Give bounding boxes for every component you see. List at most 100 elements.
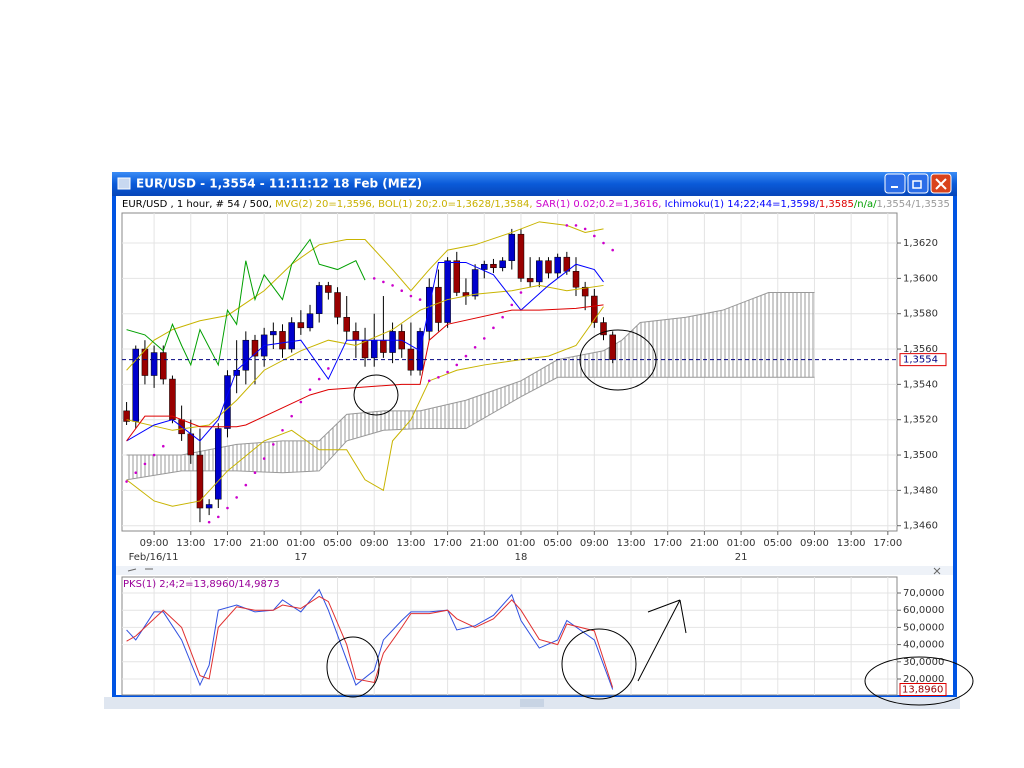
x-tick-label: 09:00	[800, 538, 829, 549]
date-label: 18	[515, 552, 528, 563]
x-tick-label: 17:00	[653, 538, 682, 549]
candle-body	[471, 269, 479, 297]
sar-dot	[418, 298, 422, 301]
y-tick-label: 70,0000	[903, 588, 944, 599]
indicator-line	[126, 221, 604, 371]
candle-body	[389, 331, 396, 353]
sar-dot	[152, 453, 156, 457]
sar-dot	[253, 471, 257, 475]
last-price-box	[899, 353, 947, 367]
oscillator-line	[126, 595, 614, 688]
candle-body	[600, 322, 607, 336]
cloud-edge	[126, 376, 815, 481]
candle-body	[334, 292, 341, 318]
indicator-line	[126, 306, 604, 507]
sar-dot	[290, 414, 293, 418]
window-icon	[117, 177, 131, 190]
candle-body	[435, 286, 442, 323]
header-segment: EUR/USD , 1 hour, # 54 / 500,	[122, 199, 275, 210]
x-tick-label: 05:00	[763, 538, 792, 549]
header-segment: Ichimoku(1) 14;22;44=1,3598/	[665, 199, 820, 210]
sar-dot	[207, 520, 211, 524]
annotation-arrow	[637, 599, 687, 682]
sar-dot	[308, 388, 312, 391]
y-tick-label: 1,3620	[903, 238, 938, 249]
candle-body	[380, 339, 387, 353]
candle-body	[343, 316, 350, 332]
annotation-circle	[561, 628, 637, 700]
sar-dot	[565, 224, 569, 227]
candle-body	[499, 260, 506, 269]
y-tick-label: 1,3520	[903, 415, 938, 426]
candle-body	[591, 295, 598, 323]
candle-body	[609, 334, 616, 360]
candle-body	[297, 322, 305, 329]
candle-body	[554, 256, 561, 274]
y-tick-label: 40,0000	[903, 640, 944, 651]
candle-body	[572, 271, 580, 288]
x-tick-label: 21:00	[470, 538, 499, 549]
sar-dot	[391, 284, 394, 287]
candle-body	[123, 410, 130, 422]
sar-dot	[299, 400, 303, 404]
y-tick-label: 1,3560	[903, 344, 938, 355]
sar-dot	[217, 515, 220, 519]
x-tick-label: 13:00	[617, 538, 646, 549]
y-tick-label: 1,3500	[903, 450, 938, 461]
candle-body	[251, 339, 259, 357]
sar-dot	[235, 496, 238, 499]
x-tick-label: 01:00	[507, 538, 536, 549]
candle-body	[315, 285, 323, 314]
x-tick-label: 05:00	[543, 538, 572, 549]
candle-body	[160, 352, 167, 380]
candle-body	[444, 260, 451, 323]
sar-dot	[501, 315, 504, 319]
window-buttons	[884, 173, 952, 194]
sar-dot	[134, 471, 138, 475]
pane-close[interactable]	[933, 567, 941, 575]
x-tick-label: 05:00	[323, 538, 352, 549]
sar-dot	[327, 367, 330, 370]
indicator-line	[126, 304, 604, 442]
sar-dot	[143, 462, 147, 466]
candle-body	[453, 260, 461, 293]
x-tick-label: 01:00	[286, 538, 315, 549]
header-segment: SAR(1) 0.02;0.2=1,3616,	[536, 199, 665, 210]
candle-body	[517, 233, 525, 279]
sar-dot	[382, 280, 385, 284]
candle-body	[187, 433, 195, 456]
indicator-line	[126, 238, 366, 367]
ichimoku-cloud	[126, 292, 815, 480]
restore-button[interactable]	[907, 173, 929, 194]
header-segment: /n/a/	[854, 199, 877, 210]
minimize-button[interactable]	[884, 173, 906, 194]
candle-body	[425, 286, 433, 332]
user-annotations	[326, 329, 974, 706]
x-tick-label: 01:00	[727, 538, 756, 549]
close-icon	[935, 178, 947, 190]
chart-layer: 1,34601,34801,35001,35201,35401,35601,35…	[122, 213, 947, 697]
sar-dot	[125, 480, 128, 483]
x-tick-label: 09:00	[580, 538, 609, 549]
sar-dot	[473, 345, 477, 349]
sar-dot	[602, 241, 605, 245]
scroll-thumb[interactable]	[520, 699, 544, 707]
sar-dot	[400, 289, 404, 293]
candle-body	[481, 263, 488, 270]
oscillator-plot	[121, 576, 898, 696]
candle-body	[215, 428, 222, 500]
sar-dot	[244, 483, 248, 487]
indicator-header: EUR/USD , 1 hour, # 54 / 500, MVG(2) 20=…	[122, 199, 950, 210]
annotation-circle	[353, 374, 399, 416]
title-bar	[112, 172, 957, 196]
last-value-label: 13,8960	[902, 685, 943, 696]
candle-body	[141, 348, 149, 376]
candle-body	[169, 378, 176, 420]
candle-body	[352, 331, 360, 341]
x-tick-label: 13:00	[837, 538, 866, 549]
sar-dot	[317, 377, 321, 381]
candle-body	[288, 322, 295, 350]
sar-dot	[372, 277, 376, 280]
sar-dot	[583, 227, 587, 231]
